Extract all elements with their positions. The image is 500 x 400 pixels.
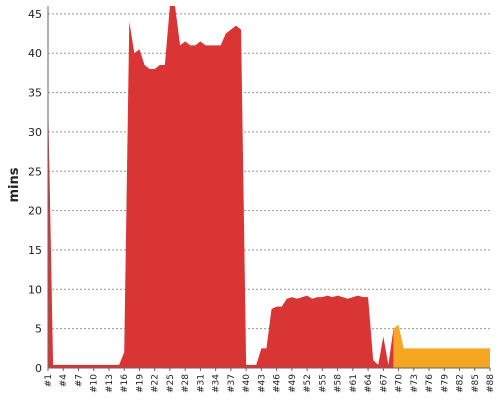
- y-tick-label: 25: [28, 165, 42, 178]
- x-tick-label: #40: [242, 374, 252, 393]
- y-axis-title: mins: [7, 167, 22, 202]
- x-tick-label: #85: [471, 374, 481, 393]
- x-tick-label: #61: [349, 374, 359, 393]
- y-tick-labels: 0 5 10 15 20 25 30 35 40 45: [28, 8, 42, 375]
- y-tick-label: 15: [28, 244, 42, 257]
- x-tick-label: #73: [410, 374, 420, 393]
- x-tick-label: #70: [395, 374, 405, 393]
- x-tick-label: #7: [74, 374, 84, 387]
- series-area-0: [48, 6, 394, 368]
- x-tick-label: #28: [181, 374, 191, 393]
- x-tick-label: #43: [257, 374, 267, 393]
- x-tick-label: #4: [59, 374, 69, 388]
- series-areas: [48, 6, 490, 368]
- y-tick-label: 45: [28, 8, 42, 21]
- x-tick-label: #79: [440, 374, 450, 393]
- y-tick-label: 10: [28, 283, 42, 296]
- x-tick-label: #46: [273, 374, 283, 393]
- x-tick-label: #31: [196, 374, 206, 393]
- x-tick-label: #67: [379, 374, 389, 393]
- x-tick-label: #19: [135, 374, 145, 393]
- y-tick-label: 35: [28, 87, 42, 100]
- y-tick-label: 0: [35, 362, 42, 375]
- x-tick-label: #82: [456, 374, 466, 393]
- series-area-1: [393, 324, 490, 368]
- x-tick-label: #22: [151, 374, 161, 393]
- x-tick-labels: #1 #4 #7 #10 #13 #16 #19 #22 #25 #28 #31 #34 #37 #40 #…: [44, 368, 496, 393]
- x-tick-label: #10: [90, 374, 100, 393]
- x-tick-label: #76: [425, 374, 435, 393]
- x-tick-label: #34: [212, 374, 222, 393]
- x-tick-label: #55: [318, 374, 328, 393]
- y-tick-label: 40: [28, 47, 42, 60]
- y-tick-label: 30: [28, 126, 42, 139]
- x-tick-label: #37: [227, 374, 237, 393]
- y-tick-label: 5: [35, 323, 42, 336]
- x-tick-label: #88: [486, 374, 496, 393]
- x-tick-label: #1: [44, 374, 54, 387]
- x-tick-label: #58: [334, 374, 344, 393]
- x-tick-label: #52: [303, 374, 313, 393]
- axes: [47, 6, 490, 369]
- x-tick-label: #16: [120, 374, 130, 393]
- grid: [48, 13, 490, 330]
- y-tick-label: 20: [28, 205, 42, 218]
- x-tick-label: #64: [364, 374, 374, 393]
- x-tick-label: #13: [105, 374, 115, 393]
- x-tick-label: #49: [288, 374, 298, 393]
- x-tick-label: #25: [166, 374, 176, 393]
